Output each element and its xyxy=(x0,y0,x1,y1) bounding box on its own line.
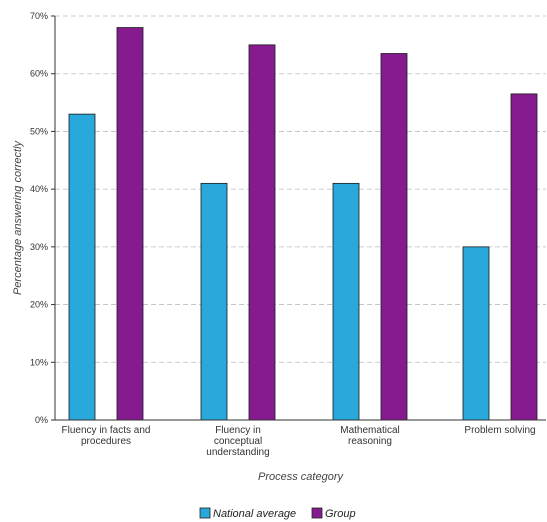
bar-group-2 xyxy=(380,53,408,421)
category-label: Fluency in facts and procedures xyxy=(62,425,151,447)
bar-national-average-0 xyxy=(68,113,96,421)
y-tick-labels: 0% 10% 20% 30% 40% 50% 60% 70% xyxy=(30,11,55,425)
bar-national-average-3 xyxy=(462,246,490,421)
y-tick-label: 60% xyxy=(30,69,48,79)
category-label: Problem solving xyxy=(464,425,535,436)
category-label-line: procedures xyxy=(81,436,131,447)
y-tick-label: 70% xyxy=(30,11,48,21)
y-tick-label: 10% xyxy=(30,357,48,367)
category-label: Fluency in conceptual understanding xyxy=(206,425,269,458)
legend-label-national-average: National average xyxy=(213,508,296,520)
category-label: Mathematical reasoning xyxy=(340,425,399,447)
x-axis-title: Process category xyxy=(258,471,344,483)
category-label-line: reasoning xyxy=(348,436,392,447)
y-tick-label: 20% xyxy=(30,300,48,310)
y-tick-label: 0% xyxy=(35,415,48,425)
y-tick-label: 30% xyxy=(30,242,48,252)
legend-swatch-national-average xyxy=(199,507,211,519)
bar-group-1 xyxy=(248,44,276,421)
bar-group-3 xyxy=(510,93,538,421)
category-label-line: Problem solving xyxy=(464,425,535,436)
y-tick-label: 50% xyxy=(30,126,48,136)
category-label-line: understanding xyxy=(206,447,269,458)
y-tick-label: 40% xyxy=(30,184,48,194)
y-axis-title: Percentage answering correctly xyxy=(12,139,24,295)
category-label-line: conceptual xyxy=(214,436,262,447)
category-label-line: Fluency in xyxy=(215,425,261,436)
bar-national-average-1 xyxy=(200,182,228,421)
bar-group-0 xyxy=(116,27,144,421)
legend-swatch-group xyxy=(311,507,323,519)
category-label-line: Fluency in facts and xyxy=(62,425,151,436)
legend: National average Group xyxy=(199,507,356,520)
bar-national-average-2 xyxy=(332,182,360,421)
legend-label-group: Group xyxy=(325,508,356,520)
bars xyxy=(68,27,538,421)
category-label-line: Mathematical xyxy=(340,425,399,436)
